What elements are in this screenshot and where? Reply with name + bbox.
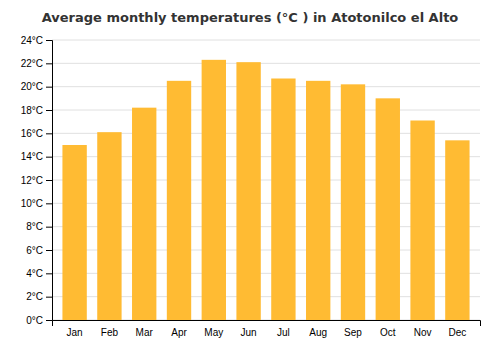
- tick-label: Sep: [344, 327, 362, 338]
- bars: [62, 60, 469, 320]
- tick: 14°C: [21, 151, 52, 162]
- tick-mark: [46, 110, 52, 111]
- tick: Jun: [241, 327, 257, 338]
- tick-label: 6°C: [26, 245, 43, 256]
- tick: 2°C: [26, 291, 52, 302]
- y-axis: 0°C 2°C 4°C 6°C 8°C 10°C 12°C 14°C 16°C 18°C 20°C 2…: [21, 35, 53, 326]
- tick-label: 16°C: [21, 128, 43, 139]
- plot: 0°C 2°C 4°C 6°C 8°C 10°C 12°C 14°C 16°C 18°C 20°C 2…: [21, 35, 481, 338]
- tick-mark: [46, 250, 52, 251]
- tick-mark: [46, 227, 52, 228]
- tick-mark: [46, 273, 52, 274]
- tick: Feb: [101, 327, 119, 338]
- tick-mark: [46, 180, 52, 181]
- tick-label: Aug: [309, 327, 327, 338]
- tick-label: 12°C: [21, 175, 43, 186]
- tick-label: Nov: [414, 327, 432, 338]
- bar: [410, 121, 434, 321]
- tick: Aug: [309, 327, 327, 338]
- tick: 16°C: [21, 128, 52, 139]
- tick: Sep: [344, 327, 362, 338]
- grid-line: [52, 40, 480, 41]
- axis-line: [46, 41, 53, 321]
- tick: 6°C: [26, 245, 52, 256]
- tick-mark: [46, 133, 52, 134]
- tick: Jul: [277, 327, 290, 338]
- tick: Jan: [67, 327, 83, 338]
- tick-mark: [46, 297, 52, 298]
- tick-mark: [46, 87, 52, 88]
- title: Average monthly temperatures (°C ) in At…: [42, 10, 459, 25]
- tick-label: May: [204, 327, 223, 338]
- grid: [52, 40, 480, 320]
- tick: Apr: [171, 327, 187, 338]
- tick: Mar: [136, 327, 154, 338]
- bar: [97, 132, 121, 320]
- tick: 8°C: [26, 221, 52, 232]
- bar: [202, 60, 226, 320]
- tick: Nov: [414, 327, 432, 338]
- bar: [132, 108, 156, 320]
- tick-label: 18°C: [21, 105, 43, 116]
- x-axis: Jan Feb Mar Apr May Jun Jul Aug Sep Oct Nov Dec: [53, 321, 481, 339]
- bar: [445, 140, 469, 320]
- bar: [62, 145, 86, 320]
- tick-mark: [46, 40, 52, 41]
- tick: 10°C: [21, 198, 52, 209]
- tick-label: 14°C: [21, 151, 43, 162]
- bar: [341, 84, 365, 320]
- bar: [271, 79, 295, 321]
- tick-label: Feb: [101, 327, 119, 338]
- tick: 20°C: [21, 81, 52, 92]
- tick-label: 8°C: [26, 221, 43, 232]
- grid-line: [52, 86, 480, 87]
- tick: 22°C: [21, 58, 52, 69]
- bar: [236, 62, 260, 320]
- tick-label: 20°C: [21, 81, 43, 92]
- tick-label: 24°C: [21, 35, 43, 46]
- tick-label: Jul: [277, 327, 290, 338]
- chart: 0°C 2°C 4°C 6°C 8°C 10°C 12°C 14°C 16°C 18°C 20°C 2…: [0, 0, 500, 350]
- bar: [306, 81, 330, 320]
- bar: [167, 81, 191, 320]
- tick: 12°C: [21, 175, 52, 186]
- tick: Dec: [448, 327, 466, 338]
- grid-line: [52, 110, 480, 111]
- tick-mark: [46, 63, 52, 64]
- tick: 18°C: [21, 105, 52, 116]
- bar: [376, 98, 400, 320]
- tick-mark: [46, 203, 52, 204]
- tick-label: 22°C: [21, 58, 43, 69]
- tick-label: Mar: [136, 327, 154, 338]
- tick: 24°C: [21, 35, 52, 46]
- tick-label: 2°C: [26, 291, 43, 302]
- axis-line: [53, 321, 481, 327]
- tick: 4°C: [26, 268, 52, 279]
- tick-label: Jun: [241, 327, 257, 338]
- tick: Oct: [380, 327, 396, 338]
- tick-mark: [46, 320, 52, 321]
- grid-line: [52, 63, 480, 64]
- tick-label: 0°C: [26, 315, 43, 326]
- tick-mark: [46, 157, 52, 158]
- tick-label: Dec: [448, 327, 466, 338]
- tick: May: [204, 327, 223, 338]
- tick-label: Oct: [380, 327, 396, 338]
- tick-label: Apr: [171, 327, 187, 338]
- tick-label: Jan: [67, 327, 83, 338]
- tick: 0°C: [26, 315, 52, 326]
- tick-label: 4°C: [26, 268, 43, 279]
- tick-label: 10°C: [21, 198, 43, 209]
